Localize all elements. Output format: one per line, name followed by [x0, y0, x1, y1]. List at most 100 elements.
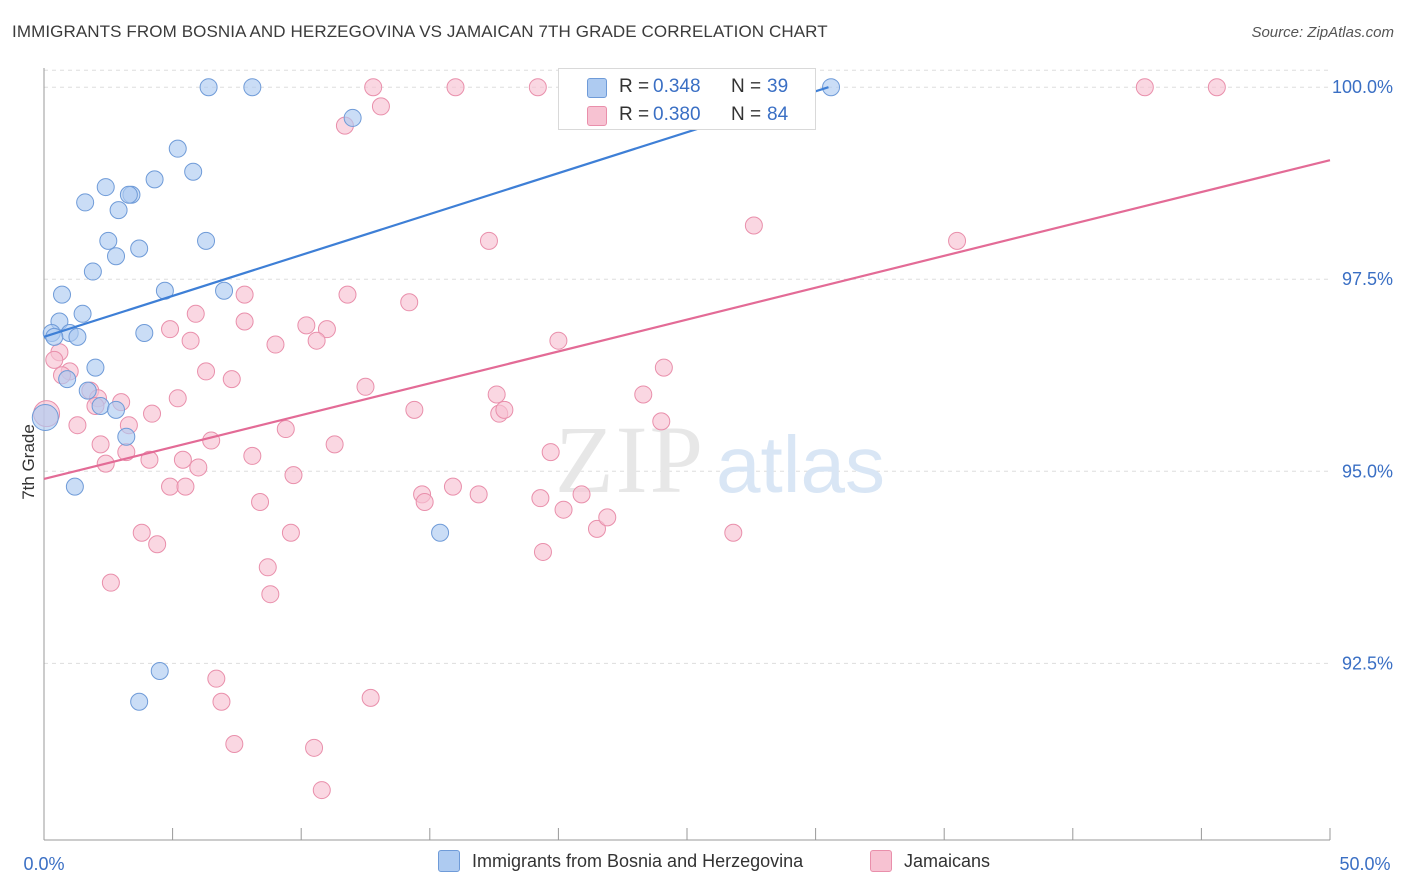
bosnia-point [96, 178, 115, 197]
r-label: R = [619, 104, 650, 125]
jamaicans-point [202, 431, 221, 450]
n-value: 39 [767, 76, 789, 97]
jamaicans-point [305, 738, 324, 757]
jamaicans-point [281, 523, 300, 542]
legend-item-bosnia: Immigrants from Bosnia and Herzegovina [438, 850, 803, 872]
jamaicans-point [572, 485, 591, 504]
x-tick-label: 0.0% [23, 854, 64, 874]
bosnia-point [184, 162, 203, 181]
jamaicans-point [356, 377, 375, 396]
jamaicans-point [541, 443, 560, 462]
stats-legend: R = 0.348 N = 39 R = 0.380 N = 84 [558, 68, 816, 130]
stats-row-jamaicans: R = 0.380 N = 84 [559, 100, 817, 128]
jamaicans-point [235, 285, 254, 304]
jamaicans-point [258, 558, 277, 577]
jamaicans-point [371, 97, 390, 116]
jamaicans-point [1135, 78, 1154, 97]
stats-row-bosnia: R = 0.348 N = 39 [559, 72, 817, 100]
jamaicans-point [132, 523, 151, 542]
jamaicans-point [364, 78, 383, 97]
bosnia-point [150, 662, 169, 681]
jamaicans-point [189, 458, 208, 477]
bosnia-point [58, 370, 77, 389]
bosnia-point [68, 327, 87, 346]
jamaicans-point [297, 316, 316, 335]
jamaicans-trend-line [43, 159, 1331, 481]
axes [43, 68, 1331, 841]
bosnia-point [109, 201, 128, 220]
y-tick-label: 95.0% [1342, 461, 1393, 481]
jamaicans-point [469, 485, 488, 504]
jamaicans-point [197, 362, 216, 381]
source-label: Source: ZipAtlas.com [1251, 24, 1394, 41]
jamaicans-point [338, 285, 357, 304]
bosnia-point [168, 139, 187, 158]
bosnia-point [135, 324, 154, 343]
bosnia-point [145, 170, 164, 189]
jamaicans-point [235, 312, 254, 331]
legend-label-bosnia: Immigrants from Bosnia and Herzegovina [472, 850, 804, 871]
bosnia-point [53, 285, 72, 304]
bosnia-point [117, 427, 136, 446]
x-tick-label: 50.0% [1339, 854, 1390, 874]
jamaicans-point [251, 493, 270, 512]
jamaicans-point [212, 692, 231, 711]
jamaicans-point [225, 734, 244, 753]
jamaicans-point [495, 400, 514, 419]
jamaicans-point [161, 320, 180, 339]
bosnia-point [822, 78, 841, 97]
bosnia-point [86, 358, 105, 377]
r-value: 0.380 [653, 104, 701, 125]
jamaicans-point [528, 78, 547, 97]
bosnia-point [31, 404, 59, 432]
grid-lines [44, 69, 1330, 664]
bosnia-point [65, 477, 84, 496]
jamaicans-point [405, 400, 424, 419]
jamaicans-point [415, 493, 434, 512]
bosnia-point [343, 108, 362, 127]
bosnia-points [31, 78, 841, 711]
jamaicans-point [533, 542, 552, 561]
jamaicans-point [531, 489, 550, 508]
jamaicans-point [554, 500, 573, 519]
y-axis-label: 7th Grade [19, 424, 38, 500]
jamaicans-point [207, 669, 226, 688]
jamaicans-point [161, 477, 180, 496]
bosnia-swatch-icon [587, 78, 607, 98]
bosnia-point [99, 231, 118, 250]
jamaicans-point [598, 508, 617, 527]
bosnia-point [91, 396, 110, 415]
bosnia-point [76, 193, 95, 212]
jamaicans-point [243, 446, 262, 465]
bosnia-point [107, 400, 126, 419]
watermark-atlas: atlas [716, 420, 885, 509]
n-label: N = [731, 104, 762, 125]
jamaicans-point [173, 450, 192, 469]
legend-item-jamaicans: Jamaicans [870, 850, 990, 872]
jamaicans-point [948, 231, 967, 250]
jamaicans-point [284, 466, 303, 485]
jamaicans-point [45, 350, 64, 369]
jamaicans-point [312, 781, 331, 800]
watermark: ZIP atlas [555, 406, 885, 513]
bosnia-point [73, 304, 92, 323]
jamaicans-point [446, 78, 465, 97]
jamaicans-point [307, 331, 326, 350]
jamaicans-point [634, 385, 653, 404]
bosnia-point [83, 262, 102, 281]
jamaicans-point [652, 412, 671, 431]
bosnia-point [199, 78, 218, 97]
legend-label-jamaicans: Jamaicans [904, 850, 991, 871]
jamaicans-legend-swatch-icon [870, 850, 892, 872]
jamaicans-point [325, 435, 344, 454]
jamaicans-point [479, 231, 498, 250]
jamaicans-point [222, 370, 241, 389]
jamaicans-point [148, 535, 167, 554]
bosnia-point [215, 281, 234, 300]
jamaicans-point [68, 416, 87, 435]
r-label: R = [619, 76, 650, 97]
jamaicans-point [549, 331, 568, 350]
jamaicans-swatch-icon [587, 106, 607, 126]
bosnia-point [243, 78, 262, 97]
jamaicans-point [443, 477, 462, 496]
